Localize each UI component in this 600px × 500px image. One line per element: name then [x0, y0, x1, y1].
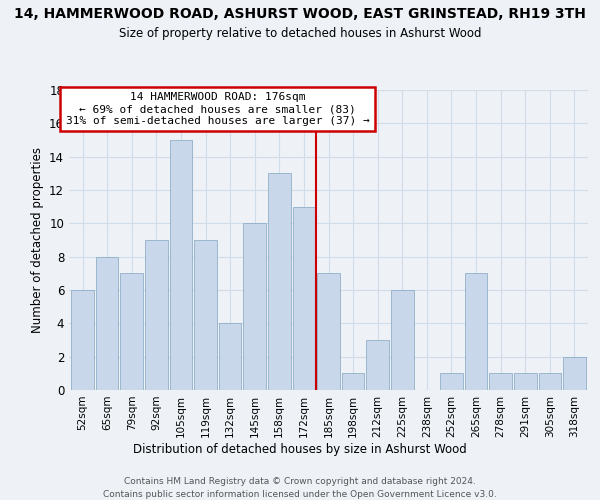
Bar [440, 374, 463, 390]
Text: Size of property relative to detached houses in Ashurst Wood: Size of property relative to detached ho… [119, 28, 481, 40]
Bar [96, 256, 118, 390]
Bar [514, 374, 536, 390]
Bar [490, 374, 512, 390]
Bar [391, 290, 413, 390]
Bar [71, 290, 94, 390]
Bar [367, 340, 389, 390]
Bar [317, 274, 340, 390]
Bar [194, 240, 217, 390]
Bar [563, 356, 586, 390]
Bar [244, 224, 266, 390]
Bar [219, 324, 241, 390]
Text: Distribution of detached houses by size in Ashurst Wood: Distribution of detached houses by size … [133, 442, 467, 456]
Bar [145, 240, 167, 390]
Text: Contains public sector information licensed under the Open Government Licence v3: Contains public sector information licen… [103, 490, 497, 499]
Bar [342, 374, 364, 390]
Bar [539, 374, 561, 390]
Bar [170, 140, 192, 390]
Text: 14, HAMMERWOOD ROAD, ASHURST WOOD, EAST GRINSTEAD, RH19 3TH: 14, HAMMERWOOD ROAD, ASHURST WOOD, EAST … [14, 8, 586, 22]
Text: Contains HM Land Registry data © Crown copyright and database right 2024.: Contains HM Land Registry data © Crown c… [124, 478, 476, 486]
Y-axis label: Number of detached properties: Number of detached properties [31, 147, 44, 333]
Bar [293, 206, 315, 390]
Bar [121, 274, 143, 390]
Bar [268, 174, 290, 390]
Bar [465, 274, 487, 390]
Text: 14 HAMMERWOOD ROAD: 176sqm
← 69% of detached houses are smaller (83)
31% of semi: 14 HAMMERWOOD ROAD: 176sqm ← 69% of deta… [66, 92, 370, 126]
